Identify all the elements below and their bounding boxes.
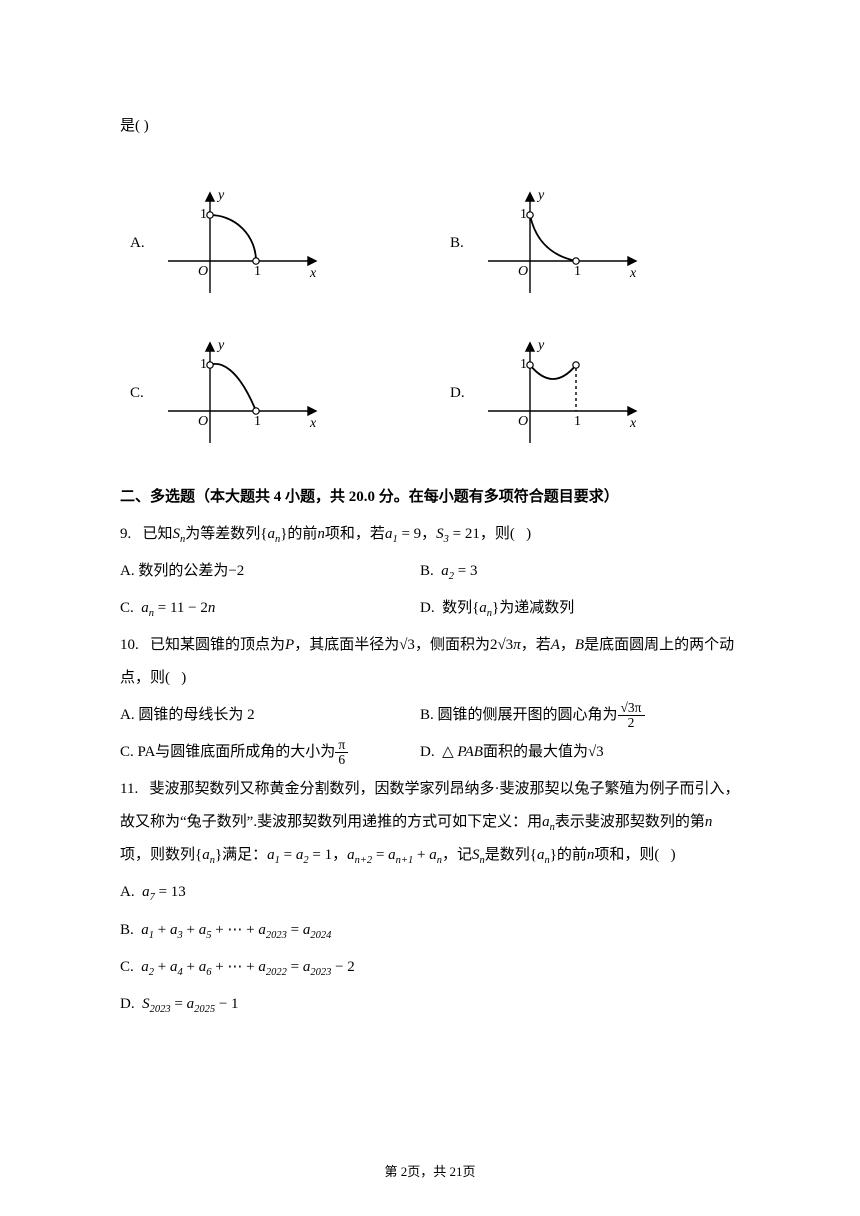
q11-optB: B. a1 + a3 + a5 + ⋯ + a2023 = a2024	[120, 914, 740, 947]
svg-text:y: y	[536, 188, 545, 203]
q10-row2: C. PA与圆锥底面所成角的大小为π6 D. △ PAB面积的最大值为√3	[120, 736, 740, 769]
svg-text:x: x	[309, 416, 317, 431]
option-a-cell: A. 1 1 O x y	[130, 183, 420, 303]
svg-text:x: x	[629, 266, 637, 281]
graph-a: 1 1 O x y	[158, 183, 328, 303]
q9-row2: C. an = 11 − 2n D. 数列{an}为递减数列	[120, 592, 740, 625]
option-b-cell: B. 1 1 O x y	[450, 183, 740, 303]
q11-optC-row: C. a2 + a4 + a6 + ⋯ + a2022 = a2023 − 2	[120, 951, 740, 984]
q9-row1: A. 数列的公差为−2 B. a2 = 3	[120, 555, 740, 588]
graph-d: 1 1 O x y	[478, 333, 648, 453]
svg-text:y: y	[216, 188, 225, 203]
q10-optC-prefix: C. PA与圆锥底面所成角的大小为	[120, 744, 335, 760]
graph-c: 1 1 O x y	[158, 333, 328, 453]
svg-text:1: 1	[200, 207, 207, 222]
stem-fragment: 是( )	[120, 110, 740, 143]
page-footer: 第 2页，共 21页	[0, 1161, 860, 1180]
graph-options-grid: A. 1 1 O x y B.	[130, 183, 740, 453]
q10-optC-num: π	[335, 738, 348, 753]
q10-optB-den: 2	[618, 716, 645, 730]
q11-optD-row: D. S2023 = a2025 − 1	[120, 988, 740, 1021]
svg-text:O: O	[198, 414, 208, 429]
q11-optA: A. a7 = 13	[120, 876, 740, 909]
svg-text:1: 1	[200, 357, 207, 372]
option-c-label: C.	[130, 377, 150, 410]
q11-stem: 11. 斐波那契数列又称黄金分割数列，因数学家列昂纳多·斐波那契以兔子繁殖为例子…	[120, 773, 740, 872]
q10-optD: D. △ PAB面积的最大值为√3	[420, 736, 604, 769]
svg-text:O: O	[518, 264, 528, 279]
q10-optC: C. PA与圆锥底面所成角的大小为π6	[120, 736, 420, 769]
svg-text:1: 1	[520, 357, 527, 372]
svg-text:1: 1	[254, 414, 261, 429]
q9-optC: C. an = 11 − 2n	[120, 592, 420, 625]
svg-text:O: O	[518, 414, 528, 429]
svg-text:1: 1	[574, 414, 581, 429]
graph-b: 1 1 O x y	[478, 183, 648, 303]
q10-stem: 10. 已知某圆锥的顶点为P，其底面半径为√3，侧面积为2√3π，若A，B是底面…	[120, 629, 740, 695]
option-a-label: A.	[130, 227, 150, 260]
q11-optA-row: A. a7 = 13	[120, 876, 740, 909]
q11-optB-row: B. a1 + a3 + a5 + ⋯ + a2023 = a2024	[120, 914, 740, 947]
q10-optB-num: √3π	[618, 701, 645, 716]
q10-row1: A. 圆锥的母线长为 2 B. 圆锥的侧展开图的圆心角为√3π2	[120, 699, 740, 732]
q10-optB-prefix: B. 圆锥的侧展开图的圆心角为	[420, 707, 618, 723]
svg-text:y: y	[536, 338, 545, 353]
option-c-cell: C. 1 1 O x y	[130, 333, 420, 453]
q9-optD: D. 数列{an}为递减数列	[420, 592, 574, 625]
q11-optD: D. S2023 = a2025 − 1	[120, 988, 740, 1021]
svg-text:x: x	[629, 416, 637, 431]
q11-optC: C. a2 + a4 + a6 + ⋯ + a2022 = a2023 − 2	[120, 951, 740, 984]
option-d-cell: D. 1 1 O x y	[450, 333, 740, 453]
q10-optC-den: 6	[335, 753, 348, 767]
option-d-label: D.	[450, 377, 470, 410]
q9-optB: B. a2 = 3	[420, 555, 477, 588]
svg-text:x: x	[309, 266, 317, 281]
q9-optA: A. 数列的公差为−2	[120, 555, 420, 588]
option-b-label: B.	[450, 227, 470, 260]
q10-optB: B. 圆锥的侧展开图的圆心角为√3π2	[420, 699, 645, 732]
svg-text:1: 1	[574, 264, 581, 279]
q10-optA: A. 圆锥的母线长为 2	[120, 699, 420, 732]
svg-text:y: y	[216, 338, 225, 353]
svg-text:1: 1	[520, 207, 527, 222]
svg-text:1: 1	[254, 264, 261, 279]
q9-stem: 9. 已知Sn为等差数列{an}的前n项和，若a1 = 9，S3 = 21，则(…	[120, 518, 740, 551]
section-2-header: 二、多选题（本大题共 4 小题，共 20.0 分。在每小题有多项符合题目要求）	[120, 481, 740, 514]
svg-text:O: O	[198, 264, 208, 279]
